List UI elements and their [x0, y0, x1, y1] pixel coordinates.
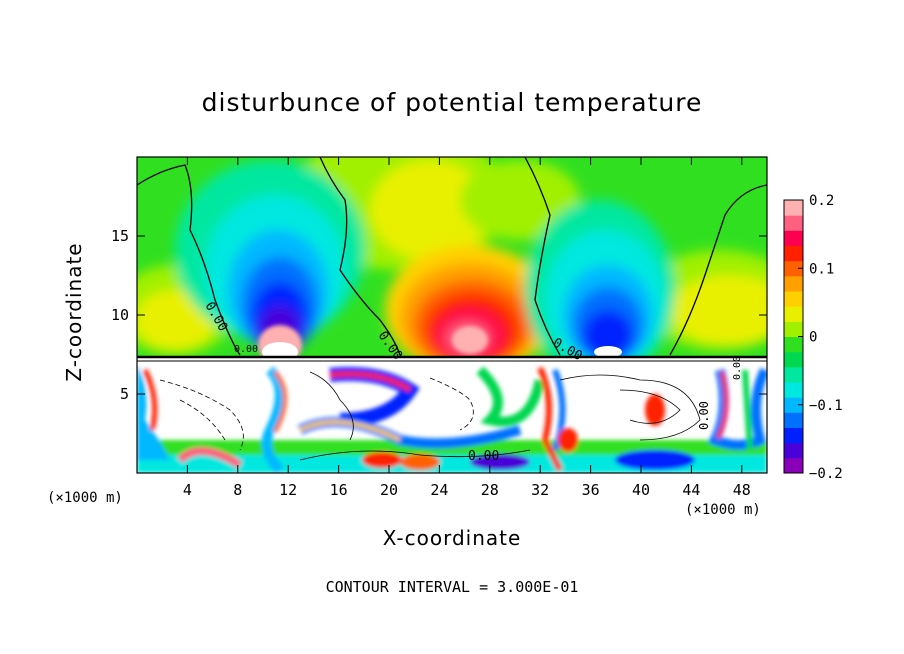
x-axis-label: X-coordinate — [382, 526, 522, 550]
x-tick-label: 12 — [279, 481, 297, 499]
colorbar-tick-label: 0.1 — [809, 261, 834, 277]
colorbar-swatch — [784, 336, 803, 353]
colorbar-tick-label: −0.2 — [809, 466, 843, 482]
y-tick-label: 10 — [111, 306, 129, 324]
colorbar-swatch — [784, 306, 803, 322]
x-tick-label: 28 — [481, 481, 499, 499]
x-unit-label-right: (×1000 m) — [685, 502, 761, 518]
x-tick-label: 8 — [233, 481, 242, 499]
colorbar-swatch — [784, 275, 803, 292]
colorbar-tick-label: 0.2 — [809, 193, 834, 209]
colorbar-swatch — [784, 366, 803, 383]
heatmap-field: 0.00 0.00 0.00 0.00 0.00 0.00 0.00 — [137, 157, 767, 473]
x-tick-label: 44 — [682, 481, 700, 499]
colorbar-swatch — [784, 442, 803, 459]
colorbar: 0.2 0.1 0 −0.1 −0.2 — [783, 193, 843, 482]
x-tick-label: 32 — [531, 481, 549, 499]
x-unit-label-left: (×1000 m) — [47, 490, 123, 506]
contour-label: 0.00 — [732, 356, 743, 380]
colorbar-swatch — [784, 457, 803, 474]
y-tick-label: 5 — [120, 385, 129, 403]
x-tick-label: 4 — [183, 481, 192, 499]
contour-label: 0.00 — [697, 401, 711, 430]
colorbar-swatch — [784, 200, 803, 216]
contour-label: 0.00 — [468, 449, 499, 464]
y-axis: 5 10 15 — [111, 227, 767, 403]
colorbar-tick-label: 0 — [809, 330, 817, 346]
colorbar-swatch — [784, 382, 803, 398]
chart-title: disturbunce of potential temperature — [201, 88, 703, 117]
colorbar-swatch — [784, 397, 803, 413]
x-tick-label: 36 — [582, 481, 600, 499]
colorbar-swatch — [784, 321, 803, 337]
colorbar-swatch — [784, 245, 803, 262]
colorbar-swatch — [784, 230, 803, 246]
colorbar-swatch — [784, 215, 803, 231]
contour-label: 0.00 — [234, 344, 258, 355]
colorbar-swatch — [784, 427, 803, 444]
x-tick-label: 16 — [330, 481, 348, 499]
y-tick-label: 15 — [111, 227, 129, 245]
colorbar-swatch — [784, 351, 803, 368]
x-tick-label: 20 — [380, 481, 398, 499]
x-axis: 4 8 12 16 20 24 28 32 36 40 44 48 — [183, 157, 751, 499]
x-tick-label: 48 — [733, 481, 751, 499]
colorbar-swatch — [784, 291, 803, 307]
y-axis-label: Z-coordinate — [62, 242, 86, 382]
colorbar-tick-label: −0.1 — [809, 398, 843, 414]
colorbar-swatch — [784, 412, 803, 428]
colorbar-swatch — [784, 260, 803, 277]
x-tick-label: 24 — [430, 481, 448, 499]
x-tick-label: 40 — [632, 481, 650, 499]
contour-interval-note: CONTOUR INTERVAL = 3.000E-01 — [325, 578, 579, 596]
